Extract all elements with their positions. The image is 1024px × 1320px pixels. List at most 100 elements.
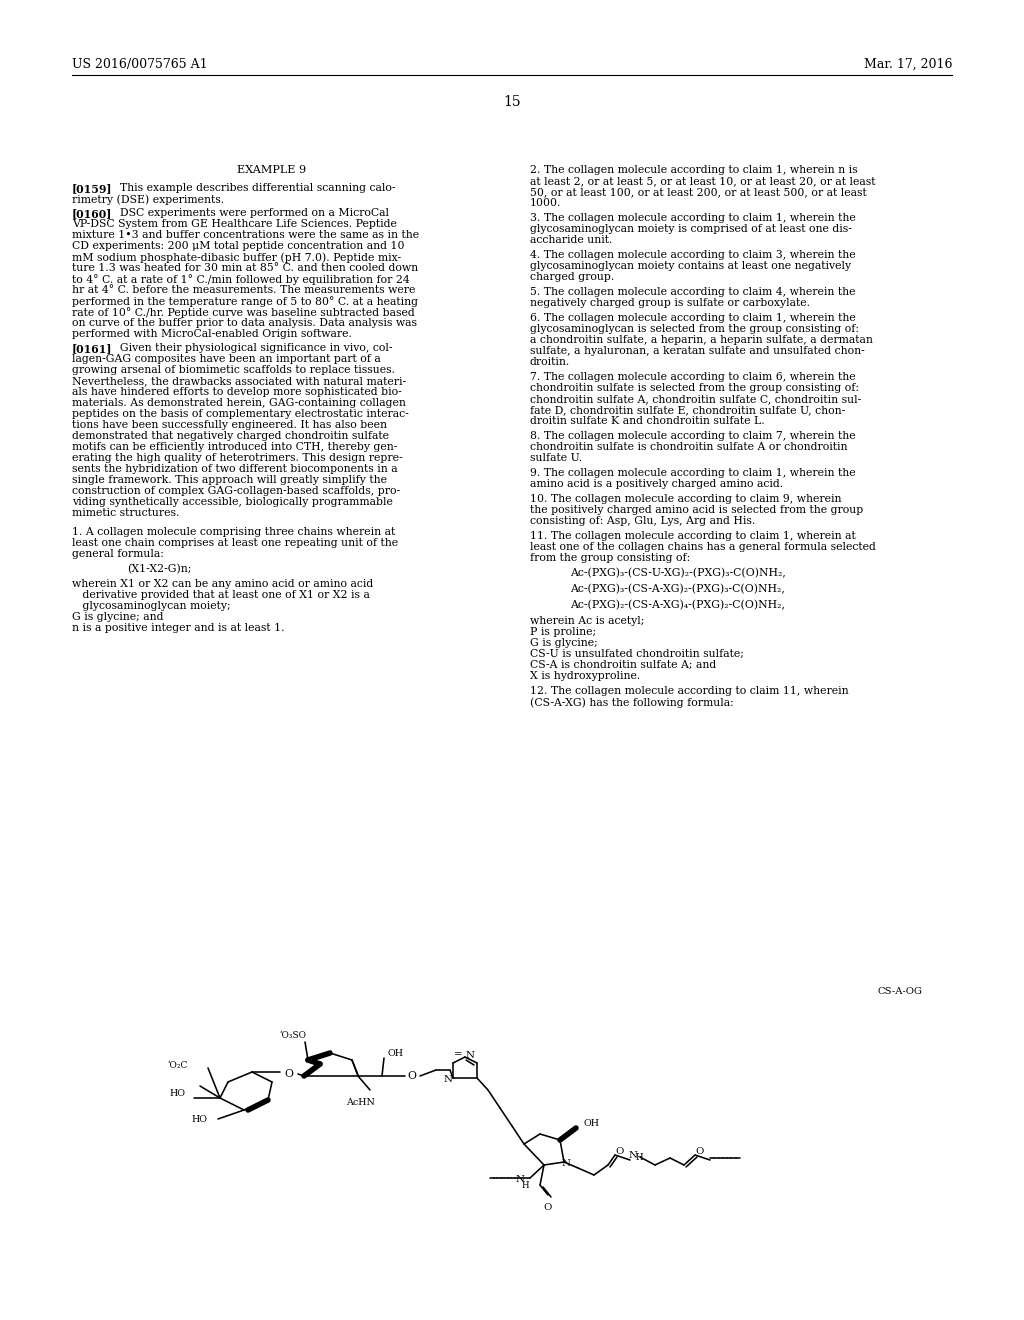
Text: CS-A-OG: CS-A-OG (878, 987, 923, 997)
Text: ʹO₃SO: ʹO₃SO (280, 1031, 306, 1040)
Text: =: = (454, 1051, 462, 1060)
Text: consisting of: Asp, Glu, Lys, Arg and His.: consisting of: Asp, Glu, Lys, Arg and Hi… (530, 516, 756, 525)
Text: the positively charged amino acid is selected from the group: the positively charged amino acid is sel… (530, 506, 863, 515)
Text: 12. The collagen molecule according to claim 11, wherein: 12. The collagen molecule according to c… (530, 686, 849, 696)
Text: sents the hybridization of two different biocomponents in a: sents the hybridization of two different… (72, 465, 397, 474)
Text: 5. The collagen molecule according to claim 4, wherein the: 5. The collagen molecule according to cl… (530, 286, 855, 297)
Text: 50, or at least 100, or at least 200, or at least 500, or at least: 50, or at least 100, or at least 200, or… (530, 187, 866, 197)
Text: N: N (561, 1159, 570, 1168)
Text: 3. The collagen molecule according to claim 1, wherein the: 3. The collagen molecule according to cl… (530, 213, 856, 223)
Text: n is a positive integer and is at least 1.: n is a positive integer and is at least … (72, 623, 285, 634)
Text: N: N (465, 1051, 474, 1060)
Text: demonstrated that negatively charged chondroitin sulfate: demonstrated that negatively charged cho… (72, 432, 389, 441)
Text: motifs can be efficiently introduced into CTH, thereby gen-: motifs can be efficiently introduced int… (72, 442, 397, 451)
Text: lagen-GAG composites have been an important part of a: lagen-GAG composites have been an import… (72, 354, 381, 364)
Text: 6. The collagen molecule according to claim 1, wherein the: 6. The collagen molecule according to cl… (530, 313, 856, 323)
Text: performed with MicroCal-enabled Origin software.: performed with MicroCal-enabled Origin s… (72, 329, 352, 339)
Text: G is glycine;: G is glycine; (530, 638, 598, 648)
Text: H: H (636, 1154, 644, 1163)
Text: This example describes differential scanning calo-: This example describes differential scan… (109, 183, 395, 193)
Text: to 4° C. at a rate of 1° C./min followed by equilibration for 24: to 4° C. at a rate of 1° C./min followed… (72, 275, 410, 285)
Text: mixture 1•3 and buffer concentrations were the same as in the: mixture 1•3 and buffer concentrations we… (72, 230, 419, 240)
Text: hr at 4° C. before the measurements. The measurements were: hr at 4° C. before the measurements. The… (72, 285, 416, 294)
Text: 1. A collagen molecule comprising three chains wherein at: 1. A collagen molecule comprising three … (72, 527, 395, 537)
Text: X is hydroxyproline.: X is hydroxyproline. (530, 671, 640, 681)
Text: [0160]: [0160] (72, 209, 113, 219)
Text: viding synthetically accessible, biologically programmable: viding synthetically accessible, biologi… (72, 498, 393, 507)
Text: VP-DSC System from GE Healthcare Life Sciences. Peptide: VP-DSC System from GE Healthcare Life Sc… (72, 219, 397, 228)
Text: sulfate U.: sulfate U. (530, 453, 582, 463)
Text: O: O (544, 1204, 552, 1213)
Text: N: N (629, 1151, 638, 1159)
Text: glycosaminoglycan moiety contains at least one negatively: glycosaminoglycan moiety contains at lea… (530, 261, 851, 271)
Text: O: O (615, 1147, 625, 1156)
Text: tions have been successfully engineered. It has also been: tions have been successfully engineered.… (72, 420, 387, 430)
Text: chondroitin sulfate A, chondroitin sulfate C, chondroitin sul-: chondroitin sulfate A, chondroitin sulfa… (530, 393, 861, 404)
Text: Ac-(PXG)₃-(CS-A-XG)₂-(PXG)₃-C(O)NH₂,: Ac-(PXG)₃-(CS-A-XG)₂-(PXG)₃-C(O)NH₂, (570, 583, 784, 594)
Text: 15: 15 (503, 95, 521, 110)
Text: 8. The collagen molecule according to claim 7, wherein the: 8. The collagen molecule according to cl… (530, 432, 856, 441)
Text: negatively charged group is sulfate or carboxylate.: negatively charged group is sulfate or c… (530, 298, 810, 308)
Text: derivative provided that at least one of X1 or X2 is a: derivative provided that at least one of… (72, 590, 370, 601)
Text: least one of the collagen chains has a general formula selected: least one of the collagen chains has a g… (530, 543, 876, 552)
Text: mM sodium phosphate-dibasic buffer (pH 7.0). Peptide mix-: mM sodium phosphate-dibasic buffer (pH 7… (72, 252, 401, 263)
Text: mimetic structures.: mimetic structures. (72, 508, 179, 517)
Text: CS-U is unsulfated chondroitin sulfate;: CS-U is unsulfated chondroitin sulfate; (530, 649, 743, 659)
Text: 11. The collagen molecule according to claim 1, wherein at: 11. The collagen molecule according to c… (530, 531, 856, 541)
Text: P is proline;: P is proline; (530, 627, 596, 638)
Text: Ac-(PXG)₃-(CS-U-XG)₂-(PXG)₃-C(O)NH₂,: Ac-(PXG)₃-(CS-U-XG)₂-(PXG)₃-C(O)NH₂, (570, 568, 785, 578)
Text: single framework. This approach will greatly simplify the: single framework. This approach will gre… (72, 475, 387, 484)
Text: 9. The collagen molecule according to claim 1, wherein the: 9. The collagen molecule according to cl… (530, 469, 856, 478)
Text: accharide unit.: accharide unit. (530, 235, 612, 246)
Text: [0159]: [0159] (72, 183, 113, 194)
Text: ture 1.3 was heated for 30 min at 85° C. and then cooled down: ture 1.3 was heated for 30 min at 85° C.… (72, 263, 418, 273)
Text: HO: HO (193, 1114, 208, 1123)
Text: growing arsenal of biomimetic scaffolds to replace tissues.: growing arsenal of biomimetic scaffolds … (72, 366, 395, 375)
Text: chondroitin sulfate is selected from the group consisting of:: chondroitin sulfate is selected from the… (530, 383, 859, 393)
Text: EXAMPLE 9: EXAMPLE 9 (238, 165, 306, 176)
Text: Given their physiological significance in vivo, col-: Given their physiological significance i… (109, 343, 392, 352)
Text: rate of 10° C./hr. Peptide curve was baseline subtracted based: rate of 10° C./hr. Peptide curve was bas… (72, 308, 415, 318)
Text: glycosaminoglycan moiety;: glycosaminoglycan moiety; (72, 601, 230, 611)
Text: 1000.: 1000. (530, 198, 561, 209)
Text: US 2016/0075765 A1: US 2016/0075765 A1 (72, 58, 208, 71)
Text: at least 2, or at least 5, or at least 10, or at least 20, or at least: at least 2, or at least 5, or at least 1… (530, 176, 876, 186)
Text: droitin.: droitin. (530, 356, 570, 367)
Text: CD experiments: 200 μM total peptide concentration and 10: CD experiments: 200 μM total peptide con… (72, 242, 404, 251)
Text: (CS-A-XG) has the following formula:: (CS-A-XG) has the following formula: (530, 697, 734, 708)
Text: droitin sulfate K and chondroitin sulfate L.: droitin sulfate K and chondroitin sulfat… (530, 416, 765, 426)
Text: wherein Ac is acetyl;: wherein Ac is acetyl; (530, 616, 644, 626)
Text: O: O (696, 1147, 705, 1156)
Text: performed in the temperature range of 5 to 80° C. at a heating: performed in the temperature range of 5 … (72, 296, 418, 306)
Text: peptides on the basis of complementary electrostatic interac-: peptides on the basis of complementary e… (72, 409, 409, 418)
Text: chondroitin sulfate is chondroitin sulfate A or chondroitin: chondroitin sulfate is chondroitin sulfa… (530, 442, 848, 451)
Text: 10. The collagen molecule according to claim 9, wherein: 10. The collagen molecule according to c… (530, 494, 842, 504)
Text: (X1-X2-G)n;: (X1-X2-G)n; (127, 564, 191, 574)
Text: a chondroitin sulfate, a heparin, a heparin sulfate, a dermatan: a chondroitin sulfate, a heparin, a hepa… (530, 335, 872, 345)
Text: [0161]: [0161] (72, 343, 113, 354)
Text: construction of complex GAG-collagen-based scaffolds, pro-: construction of complex GAG-collagen-bas… (72, 486, 400, 496)
Text: glycosaminoglycan is selected from the group consisting of:: glycosaminoglycan is selected from the g… (530, 323, 859, 334)
Text: Nevertheless, the drawbacks associated with natural materi-: Nevertheless, the drawbacks associated w… (72, 376, 407, 385)
Text: amino acid is a positively charged amino acid.: amino acid is a positively charged amino… (530, 479, 783, 488)
Text: als have hindered efforts to develop more sophisticated bio-: als have hindered efforts to develop mor… (72, 387, 401, 397)
Text: Ac-(PXG)₂-(CS-A-XG)₄-(PXG)₂-C(O)NH₂,: Ac-(PXG)₂-(CS-A-XG)₄-(PXG)₂-C(O)NH₂, (570, 601, 785, 610)
Text: least one chain comprises at least one repeating unit of the: least one chain comprises at least one r… (72, 539, 398, 548)
Text: H: H (521, 1180, 528, 1189)
Text: materials. As demonstrated herein, GAG-containing collagen: materials. As demonstrated herein, GAG-c… (72, 399, 406, 408)
Text: rimetry (DSE) experiments.: rimetry (DSE) experiments. (72, 194, 224, 205)
Text: ʹO₂C: ʹO₂C (168, 1061, 188, 1071)
Text: OH: OH (584, 1119, 600, 1129)
Text: on curve of the buffer prior to data analysis. Data analysis was: on curve of the buffer prior to data ana… (72, 318, 417, 327)
Text: glycosaminoglycan moiety is comprised of at least one dis-: glycosaminoglycan moiety is comprised of… (530, 224, 852, 234)
Text: from the group consisting of:: from the group consisting of: (530, 553, 690, 564)
Text: sulfate, a hyaluronan, a keratan sulfate and unsulfated chon-: sulfate, a hyaluronan, a keratan sulfate… (530, 346, 864, 356)
Text: N: N (443, 1076, 452, 1085)
Text: G is glycine; and: G is glycine; and (72, 612, 164, 622)
Text: HO: HO (169, 1089, 185, 1098)
Text: AcHN: AcHN (345, 1098, 375, 1107)
Text: O: O (285, 1069, 294, 1078)
Text: N: N (515, 1176, 524, 1184)
Text: O: O (408, 1071, 417, 1081)
Text: DSC experiments were performed on a MicroCal: DSC experiments were performed on a Micr… (109, 209, 389, 218)
